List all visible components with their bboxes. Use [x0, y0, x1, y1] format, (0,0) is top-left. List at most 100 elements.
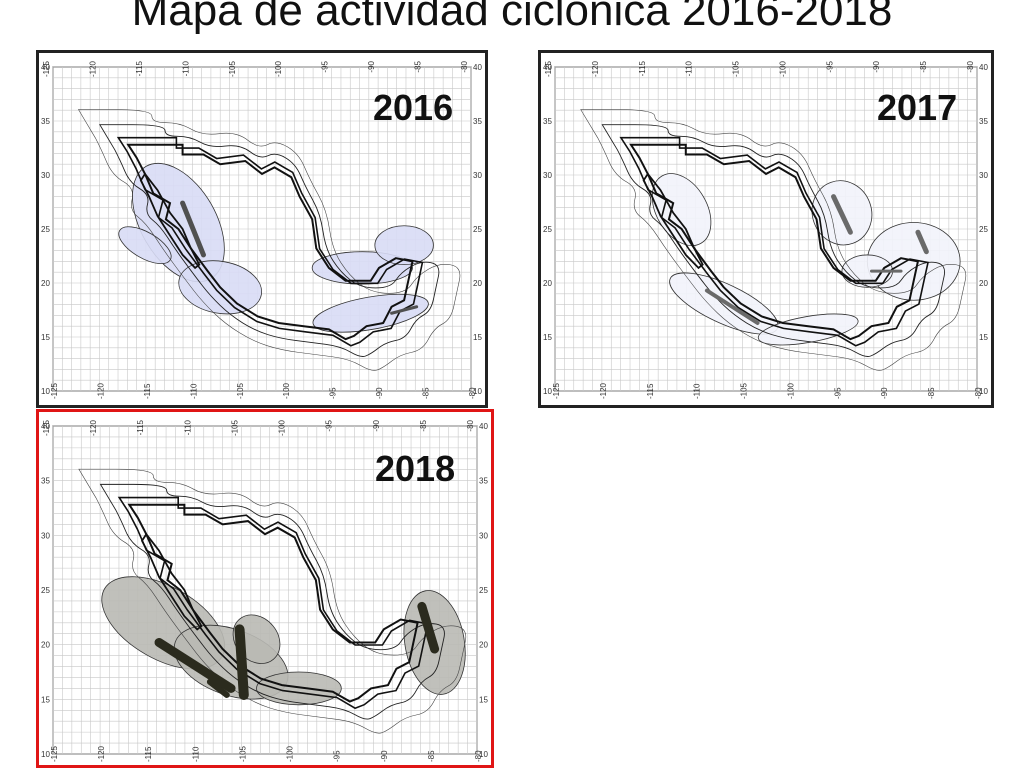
lon-tick-label: -90	[380, 750, 389, 762]
axis-tick-labels: -125 -125 -120 -120 -115 -115 -110 -110 -105 -105…	[41, 419, 488, 762]
lat-tick-label: 40	[473, 63, 482, 72]
lon-tick-label: -110	[181, 60, 190, 76]
lat-tick-label: 15	[543, 333, 552, 342]
lon-tick-label: -80	[974, 387, 983, 399]
cyclone-activity-zone	[374, 225, 434, 266]
lon-tick-label: -120	[96, 382, 105, 399]
lon-tick-label: -85	[422, 387, 431, 399]
page-title: Mapa de actividad ciclónica 2016-2018	[131, 0, 893, 35]
lon-tick-label: -80	[474, 750, 483, 762]
lat-tick-label: 40	[41, 63, 50, 72]
map-panel-2017: -125 -125 -120 -120 -115 -115 -110 -110 -105 -105…	[538, 50, 994, 408]
country-outline	[126, 143, 414, 341]
lon-tick-label: -80	[468, 387, 477, 399]
lon-tick-label: -120	[97, 745, 106, 762]
lon-tick-label: -105	[230, 419, 239, 436]
lon-tick-label: -115	[144, 746, 153, 762]
coastal-buffer-contour	[99, 483, 445, 720]
lat-tick-label: 15	[479, 695, 488, 704]
lon-tick-label: -110	[183, 419, 192, 435]
lon-tick-label: -125	[50, 382, 59, 399]
lat-tick-label: 20	[473, 279, 482, 288]
map-panel-2016: -125 -125 -120 -120 -115 -115 -110 -110 -105 -105…	[36, 50, 488, 408]
lat-tick-label: 30	[41, 531, 50, 540]
cyclone-map-2018: -125 -125 -120 -120 -115 -115 -110 -110 -105 -105…	[41, 419, 488, 762]
lat-tick-label: 10	[543, 387, 552, 396]
lon-tick-label: -115	[143, 383, 152, 399]
lat-tick-label: 40	[479, 422, 488, 431]
lat-tick-label: 35	[41, 117, 50, 126]
lat-tick-label: 10	[979, 387, 988, 396]
lat-tick-label: 25	[543, 225, 552, 234]
coastal-buffer-contour	[601, 124, 946, 357]
axis-tick-labels: -125 -125 -120 -120 -115 -115 -110 -110 -105 -105…	[41, 60, 482, 399]
year-label-2018: 2018	[375, 448, 456, 489]
lat-tick-label: 15	[979, 333, 988, 342]
lon-tick-label: -110	[693, 383, 702, 399]
lat-tick-label: 25	[479, 586, 488, 595]
lon-tick-label: -115	[638, 60, 647, 76]
cyclone-activity-zone	[118, 226, 172, 265]
lon-tick-label: -100	[778, 60, 787, 77]
storm-track-band	[154, 637, 236, 693]
storm-track-band	[390, 305, 419, 315]
lon-tick-label: -80	[466, 419, 475, 431]
map-panel-2018: -125 -125 -120 -120 -115 -115 -110 -110 -105 -105…	[36, 409, 494, 768]
lon-tick-label: -110	[189, 383, 198, 399]
coastal-buffer-contour	[117, 496, 429, 710]
lon-tick-label: -95	[325, 419, 334, 431]
lat-tick-label: 25	[979, 225, 988, 234]
year-label-2016: 2016	[373, 87, 454, 128]
lat-tick-label: 10	[479, 750, 488, 759]
lat-tick-label: 20	[979, 279, 988, 288]
lon-tick-label: -85	[419, 419, 428, 431]
lon-tick-label: -85	[427, 750, 436, 762]
lon-tick-label: -115	[135, 60, 144, 76]
lon-tick-label: -125	[42, 419, 51, 436]
lat-tick-label: 35	[543, 117, 552, 126]
lon-tick-label: -100	[278, 419, 287, 436]
lat-tick-label: 40	[543, 63, 552, 72]
coastal-buffer-contour	[77, 109, 461, 371]
lon-tick-label: -90	[367, 60, 376, 72]
peninsula-outline	[140, 532, 203, 631]
peninsula-outline	[139, 172, 201, 270]
lon-tick-label: -95	[825, 60, 834, 72]
cyclone-map-2017: -125 -125 -120 -120 -115 -115 -110 -110 -105 -105…	[543, 60, 988, 399]
lat-tick-label: 15	[41, 333, 50, 342]
year-label-2017: 2017	[877, 87, 958, 128]
lon-tick-label: -105	[238, 745, 247, 762]
lon-tick-label: -110	[685, 60, 694, 76]
lon-tick-label: -125	[552, 382, 561, 399]
lon-tick-label: -95	[833, 387, 842, 399]
lon-tick-label: -100	[286, 745, 295, 762]
coastal-buffer-contour	[78, 468, 467, 734]
lon-tick-label: -110	[191, 746, 200, 762]
lon-tick-label: -100	[786, 382, 795, 399]
lon-tick-label: -90	[372, 419, 381, 431]
coastal-buffer-contour	[116, 136, 424, 347]
axis-tick-labels: -125 -125 -120 -120 -115 -115 -110 -110 -105 -105…	[543, 60, 988, 399]
lat-tick-label: 40	[979, 63, 988, 72]
lat-tick-label: 30	[479, 531, 488, 540]
storm-track-band	[831, 194, 853, 235]
lon-tick-label: -115	[646, 383, 655, 399]
lon-tick-label: -90	[375, 387, 384, 399]
lat-tick-label: 30	[543, 171, 552, 180]
lon-tick-label: -125	[42, 60, 51, 77]
lon-tick-label: -120	[591, 60, 600, 77]
lat-tick-label: 20	[479, 641, 488, 650]
cyclone-activity-zone	[256, 671, 342, 706]
peninsula-outline	[642, 172, 704, 270]
lon-tick-label: -80	[460, 60, 469, 72]
lon-tick-label: -85	[927, 387, 936, 399]
storm-track-band	[234, 624, 249, 700]
lat-tick-label: 30	[979, 171, 988, 180]
lat-tick-label: 25	[473, 225, 482, 234]
lon-tick-label: -125	[544, 60, 553, 77]
lon-tick-label: -120	[89, 419, 98, 436]
lat-tick-label: 30	[473, 171, 482, 180]
lat-tick-label: 25	[41, 586, 50, 595]
lat-tick-label: 10	[41, 750, 50, 759]
lat-tick-label: 20	[41, 641, 50, 650]
